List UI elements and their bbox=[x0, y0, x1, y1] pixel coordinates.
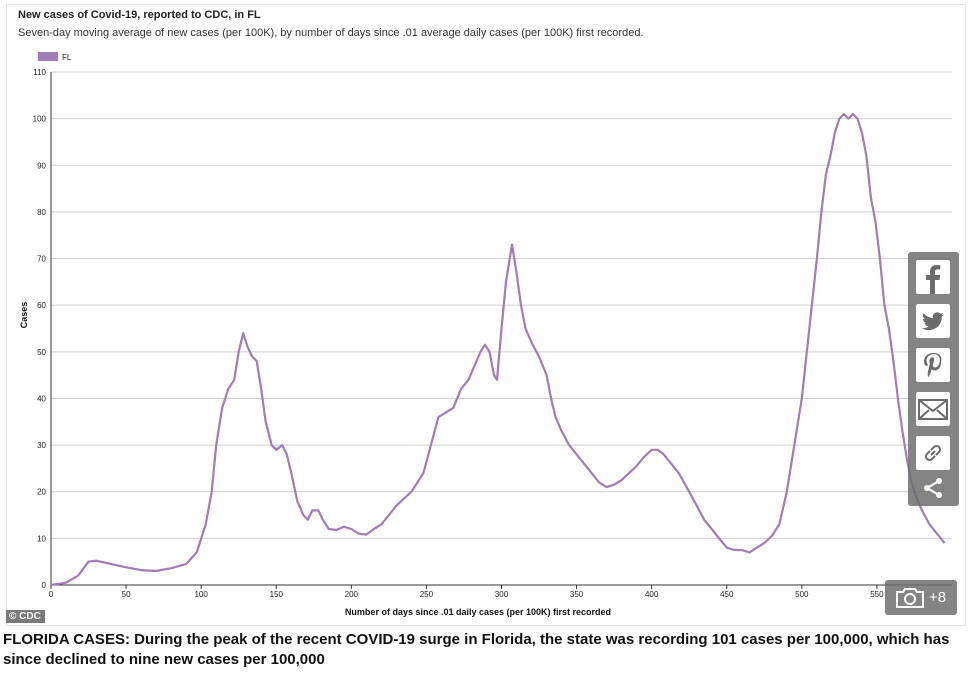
y-tick-label: 10 bbox=[37, 534, 46, 543]
x-tick-label: 550 bbox=[870, 590, 884, 599]
x-tick-label: 350 bbox=[570, 590, 584, 599]
x-tick-label: 150 bbox=[270, 590, 284, 599]
y-tick-label: 70 bbox=[37, 255, 46, 264]
y-tick-label: 0 bbox=[42, 581, 47, 590]
chart-title: New cases of Covid-19, reported to CDC, … bbox=[18, 9, 261, 21]
facebook-icon bbox=[926, 265, 941, 294]
legend: FL bbox=[38, 52, 72, 62]
share-facebook-button[interactable] bbox=[916, 260, 950, 294]
share-icon[interactable] bbox=[921, 476, 945, 500]
x-tick-label: 500 bbox=[795, 590, 809, 599]
link-icon bbox=[924, 444, 942, 462]
y-tick-label: 50 bbox=[37, 348, 46, 357]
x-tick-label: 250 bbox=[420, 590, 434, 599]
x-axis-label: Number of days since .01 daily cases (pe… bbox=[345, 607, 611, 617]
y-tick-label: 40 bbox=[37, 394, 46, 403]
x-tick-label: 100 bbox=[194, 590, 208, 599]
x-tick-label: 200 bbox=[345, 590, 359, 599]
y-tick-label: 90 bbox=[37, 161, 46, 170]
image-caption: FLORIDA CASES: During the peak of the re… bbox=[3, 631, 950, 668]
y-axis-label: Cases bbox=[19, 302, 29, 329]
share-twitter-button[interactable] bbox=[916, 304, 950, 338]
y-tick-label: 30 bbox=[37, 441, 46, 450]
x-tick-label: 0 bbox=[49, 590, 54, 599]
x-tick-label: 300 bbox=[495, 590, 509, 599]
series-group bbox=[50, 112, 946, 587]
y-tick-label: 110 bbox=[33, 68, 46, 77]
legend-label-fl: FL bbox=[62, 53, 72, 62]
share-link-button[interactable] bbox=[916, 436, 950, 470]
share-toolbar bbox=[908, 252, 959, 506]
y-tick-label: 80 bbox=[37, 208, 46, 217]
email-icon bbox=[918, 399, 948, 420]
grid-lines bbox=[51, 71, 952, 539]
photo-credit: © CDC bbox=[6, 610, 45, 623]
share-pinterest-button[interactable] bbox=[916, 348, 950, 382]
x-tick-label: 50 bbox=[122, 590, 131, 599]
line-chart: 0 10 20 30 40 50 60 70 80 90 100 110 0 50 100 150 200 25… bbox=[19, 52, 952, 617]
x-axis-ticks: 0 50 100 150 200 250 300 350 400 450 500 550 bbox=[49, 585, 884, 599]
y-tick-label: 60 bbox=[37, 301, 46, 310]
y-tick-label: 100 bbox=[33, 115, 47, 124]
share-email-button[interactable] bbox=[916, 392, 950, 426]
pinterest-icon bbox=[924, 353, 942, 377]
x-tick-label: 400 bbox=[645, 590, 659, 599]
y-axis-ticks: 0 10 20 30 40 50 60 70 80 90 100 110 bbox=[33, 68, 47, 590]
camera-icon bbox=[896, 588, 924, 608]
series-line-fl bbox=[50, 112, 946, 587]
y-tick-label: 20 bbox=[37, 488, 46, 497]
chart-container: New cases of Covid-19, reported to CDC, … bbox=[6, 4, 966, 626]
x-tick-label: 450 bbox=[720, 590, 734, 599]
gallery-button[interactable]: +8 bbox=[885, 580, 957, 615]
chart-subtitle: Seven-day moving average of new cases (p… bbox=[18, 27, 644, 39]
twitter-icon bbox=[922, 312, 944, 331]
legend-swatch-fl bbox=[38, 52, 58, 61]
gallery-count: +8 bbox=[929, 589, 947, 606]
